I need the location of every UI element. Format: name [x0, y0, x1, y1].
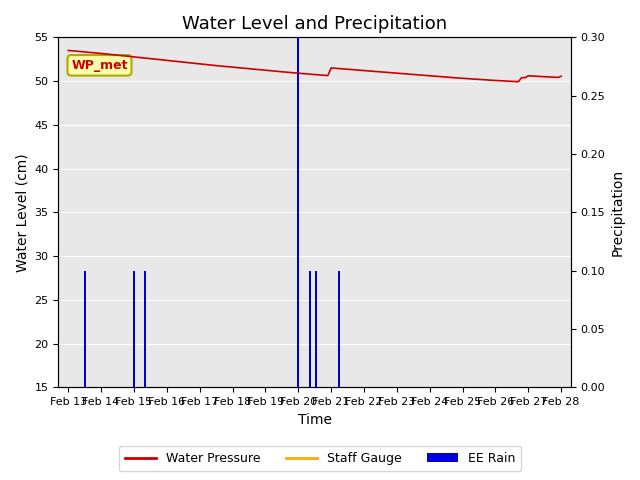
Bar	[339, 271, 340, 387]
Water Pressure	[239, 65, 246, 71]
X-axis label: Time: Time	[298, 413, 332, 427]
Text: WP_met: WP_met	[71, 59, 128, 72]
Bar	[297, 37, 300, 387]
Water Pressure	[65, 48, 72, 53]
Water Pressure	[364, 68, 371, 74]
Y-axis label: Water Level (cm): Water Level (cm)	[15, 153, 29, 272]
Y-axis label: Precipitation: Precipitation	[611, 169, 625, 256]
Water Pressure	[376, 69, 384, 75]
Water Pressure	[557, 73, 565, 79]
Bar	[308, 271, 311, 387]
Legend: Water Pressure, Staff Gauge, EE Rain: Water Pressure, Staff Gauge, EE Rain	[118, 446, 522, 471]
Line: Water Pressure: Water Pressure	[68, 50, 561, 82]
Water Pressure	[304, 71, 312, 77]
Bar	[316, 271, 317, 387]
Water Pressure	[550, 74, 558, 80]
Bar	[84, 271, 86, 387]
Title: Water Level and Precipitation: Water Level and Precipitation	[182, 15, 447, 33]
Bar	[145, 271, 147, 387]
Bar	[133, 271, 135, 387]
Water Pressure	[515, 79, 522, 84]
Water Pressure	[410, 72, 417, 77]
